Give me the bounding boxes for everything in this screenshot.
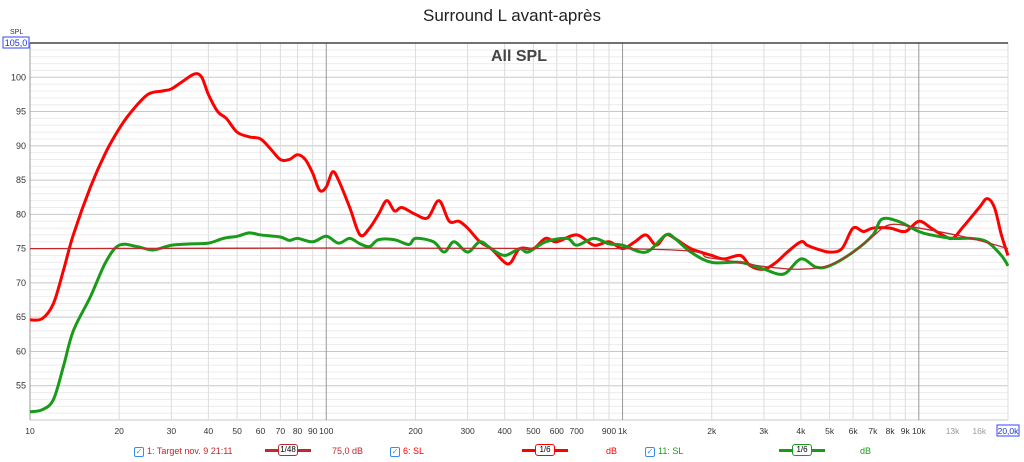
series-line-1 <box>29 223 1009 270</box>
x-tick-label: 900 <box>602 426 616 436</box>
chart-title: All SPL <box>491 48 547 65</box>
y-tick-label: 85 <box>16 175 26 185</box>
checkbox-icon[interactable]: ✓ <box>390 446 400 457</box>
y-tick-label: 75 <box>16 244 26 254</box>
y-max-label: 105,0 <box>5 38 28 48</box>
smoothing-button[interactable]: 1/48 <box>265 444 311 456</box>
window-title: Surround L avant-après <box>423 6 601 25</box>
smoothing-label: 1/6 <box>535 444 555 456</box>
x-tick-label: 200 <box>408 426 422 436</box>
x-tick-label: 10 <box>25 426 35 436</box>
x-tick-label: 50 <box>232 426 242 436</box>
x-tick-label: 7k <box>868 426 878 436</box>
x-tick-label: 90 <box>308 426 318 436</box>
x-tick-label: 70 <box>276 426 286 436</box>
checkbox-icon[interactable]: ✓ <box>645 446 655 457</box>
x-tick-label: 600 <box>550 426 564 436</box>
y-tick-label: 100 <box>11 72 26 82</box>
x-tick-label: 500 <box>526 426 540 436</box>
x-max-box <box>996 424 1020 437</box>
legend-value: dB <box>860 446 872 456</box>
smoothing-label: 1/6 <box>792 444 812 456</box>
y-tick-label: 55 <box>16 381 26 391</box>
y-tick-label: 95 <box>16 107 26 117</box>
smoothing-label: 1/48 <box>278 444 298 456</box>
legend-label: 6: SL <box>403 446 425 456</box>
x-tick-label: 1k <box>618 426 628 436</box>
x-tick-label: 6k <box>849 426 859 436</box>
smoothing-button[interactable]: 1/6 <box>522 444 568 456</box>
y-axis-label: SPL <box>10 29 23 36</box>
smoothing-button[interactable]: 1/6 <box>779 444 825 456</box>
y-max-box <box>2 36 30 49</box>
x-tick-label: 2k <box>707 426 717 436</box>
y-tick-label: 65 <box>16 312 26 322</box>
checkbox-icon[interactable]: ✓ <box>134 446 144 457</box>
x-tick-label: 30 <box>167 426 177 436</box>
x-tick-label: 40 <box>204 426 214 436</box>
x-tick-label: 20 <box>114 426 124 436</box>
x-tick-label: 5k <box>825 426 835 436</box>
x-tick-label: 20,0k <box>998 426 1020 436</box>
x-tick-label: 16k <box>972 426 986 436</box>
series-line-3 <box>29 216 1010 414</box>
legend-value: dB <box>606 446 618 456</box>
y-tick-label: 90 <box>16 141 26 151</box>
x-tick-label: 9k <box>901 426 911 436</box>
x-tick-label: 8k <box>886 426 896 436</box>
x-tick-label: 100 <box>319 426 333 436</box>
legend-label: 1: Target nov. 9 21:11 <box>147 446 233 456</box>
y-tick-label: 60 <box>16 346 26 356</box>
x-tick-label: 60 <box>256 426 266 436</box>
x-tick-label: 13k <box>946 426 960 436</box>
y-tick-label: 70 <box>16 278 26 288</box>
x-tick-label: 10k <box>912 426 926 436</box>
x-tick-label: 80 <box>293 426 303 436</box>
y-tick-label: 80 <box>16 209 26 219</box>
x-tick-label: 700 <box>570 426 584 436</box>
x-tick-label: 400 <box>498 426 512 436</box>
x-tick-label: 4k <box>796 426 806 436</box>
legend-label: 11: SL <box>658 446 684 456</box>
x-tick-label: 3k <box>759 426 769 436</box>
x-tick-label: 300 <box>461 426 475 436</box>
legend-value: 75,0 dB <box>332 446 364 456</box>
